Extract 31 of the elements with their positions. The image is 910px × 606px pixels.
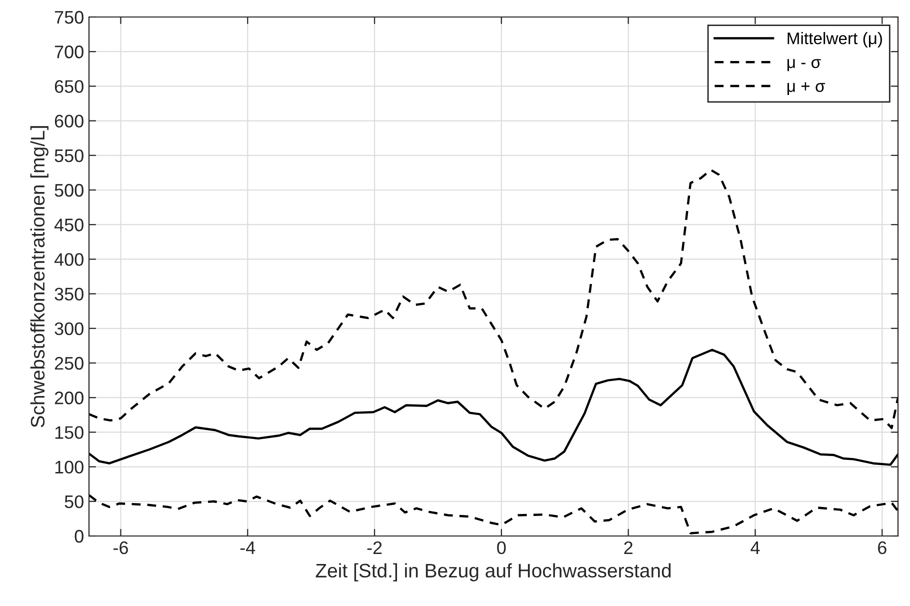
y-tick-label: 0 (74, 530, 84, 543)
y-tick-label: 300 (54, 322, 84, 336)
x-tick-label: 2 (624, 541, 632, 554)
y-tick-label: 200 (54, 392, 84, 404)
line-series (89, 494, 898, 534)
line-series (89, 348, 898, 466)
y-tick-label: 250 (54, 356, 84, 370)
x-tick-label: -2 (367, 541, 382, 554)
x-tick-label: 6 (878, 541, 886, 554)
y-tick-label: 650 (54, 80, 84, 93)
y-tick-label: 750 (54, 10, 84, 24)
y-tick-label: 500 (54, 184, 84, 197)
y-axis-title: Schwebstoffkonzentrationen [mg/L] (30, 126, 48, 428)
y-tick-label: 350 (54, 288, 84, 301)
x-tick-label: 0 (497, 541, 506, 554)
legend-label: Mittelwert (μ) (788, 32, 882, 48)
y-tick-label: 600 (54, 114, 84, 128)
y-tick-label: 50 (64, 495, 84, 508)
y-tick-label: 700 (54, 46, 84, 58)
legend-label: μ - σ (787, 59, 821, 72)
y-tick-label: 100 (55, 460, 84, 474)
x-axis-title: Zeit [Std.] in Bezug auf Hochwasserstand (316, 563, 671, 582)
x-tick-label: 4 (750, 542, 760, 554)
line-series (89, 168, 898, 430)
y-tick-label: 550 (54, 149, 84, 162)
y-tick-label: 450 (54, 218, 84, 232)
x-tick-label: -6 (114, 541, 128, 554)
x-tick-label: -4 (240, 542, 256, 554)
legend-label: μ + σ (787, 82, 825, 96)
y-tick-label: 150 (55, 426, 84, 439)
y-tick-label: 400 (54, 253, 84, 266)
